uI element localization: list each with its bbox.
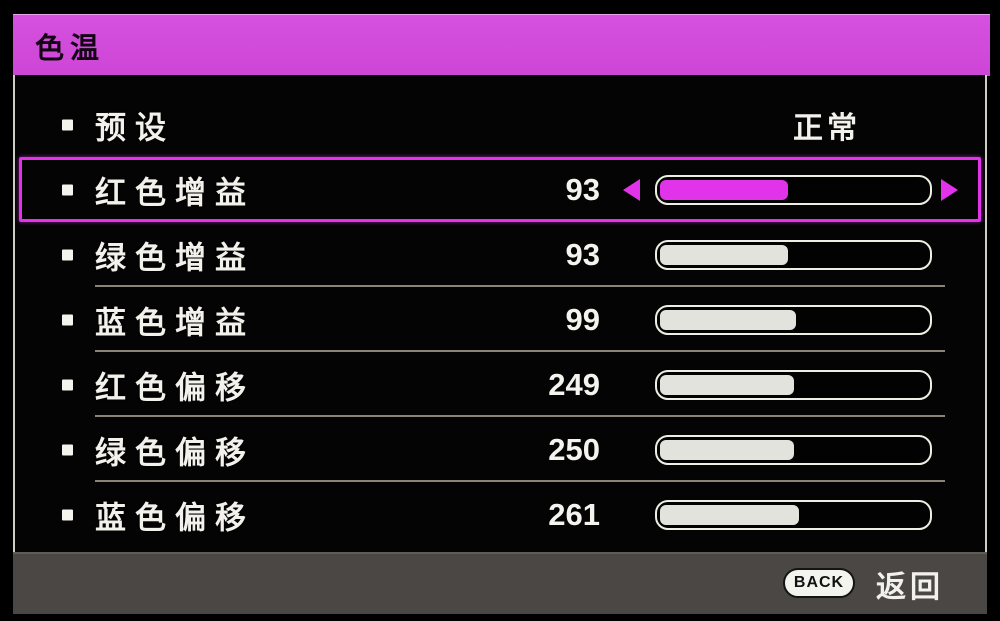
row-label: 红色增益 bbox=[95, 175, 255, 210]
row-value: 261 bbox=[548, 496, 600, 532]
bullet-icon bbox=[62, 249, 73, 260]
color-temperature-menu: 色温 预设 正常 红色增益 93 绿色增益 93 bbox=[13, 14, 990, 614]
increase-arrow-icon[interactable] bbox=[941, 178, 958, 201]
menu-row-preset[interactable]: 预设 正常 bbox=[15, 92, 985, 157]
menu-content: 预设 正常 红色增益 93 绿色增益 93 蓝色增益 bbox=[13, 75, 987, 552]
preset-value: 正常 bbox=[793, 111, 861, 145]
row-label: 预设 bbox=[95, 110, 175, 145]
menu-row-green-offset[interactable]: 绿色偏移 250 bbox=[15, 417, 985, 482]
menu-title-bar: 色温 bbox=[13, 14, 990, 76]
slider-fill bbox=[660, 244, 789, 265]
row-label: 红色偏移 bbox=[95, 370, 255, 405]
back-label: 返回 bbox=[876, 571, 944, 604]
blue-offset-slider[interactable] bbox=[655, 499, 932, 530]
bullet-icon bbox=[62, 379, 73, 390]
menu-row-green-gain[interactable]: 绿色增益 93 bbox=[15, 222, 985, 287]
row-label: 绿色偏移 bbox=[95, 435, 255, 470]
menu-row-red-offset[interactable]: 红色偏移 249 bbox=[15, 352, 985, 417]
slider-fill bbox=[660, 504, 799, 525]
row-label: 蓝色偏移 bbox=[95, 500, 255, 535]
footer-bar: BACK 返回 bbox=[13, 552, 987, 614]
slider-fill bbox=[660, 309, 797, 330]
red-offset-slider[interactable] bbox=[655, 369, 932, 400]
row-value: 93 bbox=[565, 236, 600, 272]
slider-fill bbox=[660, 374, 794, 395]
menu-row-blue-offset[interactable]: 蓝色偏移 261 bbox=[15, 482, 985, 547]
blue-gain-slider[interactable] bbox=[655, 304, 932, 335]
row-value: 99 bbox=[565, 301, 600, 337]
decrease-arrow-icon[interactable] bbox=[623, 178, 640, 201]
row-value: 93 bbox=[565, 171, 600, 207]
slider-fill bbox=[660, 179, 789, 200]
row-value: 249 bbox=[548, 366, 600, 402]
back-button[interactable]: BACK bbox=[783, 568, 855, 598]
menu-row-blue-gain[interactable]: 蓝色增益 99 bbox=[15, 287, 985, 352]
bullet-icon bbox=[62, 314, 73, 325]
row-label: 绿色增益 bbox=[95, 240, 255, 275]
green-gain-slider[interactable] bbox=[655, 239, 932, 270]
bullet-icon bbox=[62, 444, 73, 455]
bullet-icon bbox=[62, 184, 73, 195]
green-offset-slider[interactable] bbox=[655, 434, 932, 465]
slider-fill bbox=[660, 439, 794, 460]
page-title: 色温 bbox=[35, 32, 106, 65]
red-gain-slider[interactable] bbox=[655, 174, 932, 205]
bullet-icon bbox=[62, 509, 73, 520]
row-value: 250 bbox=[548, 431, 600, 467]
menu-row-red-gain[interactable]: 红色增益 93 bbox=[15, 157, 985, 222]
bullet-icon bbox=[62, 119, 73, 130]
row-label: 蓝色增益 bbox=[95, 305, 255, 340]
